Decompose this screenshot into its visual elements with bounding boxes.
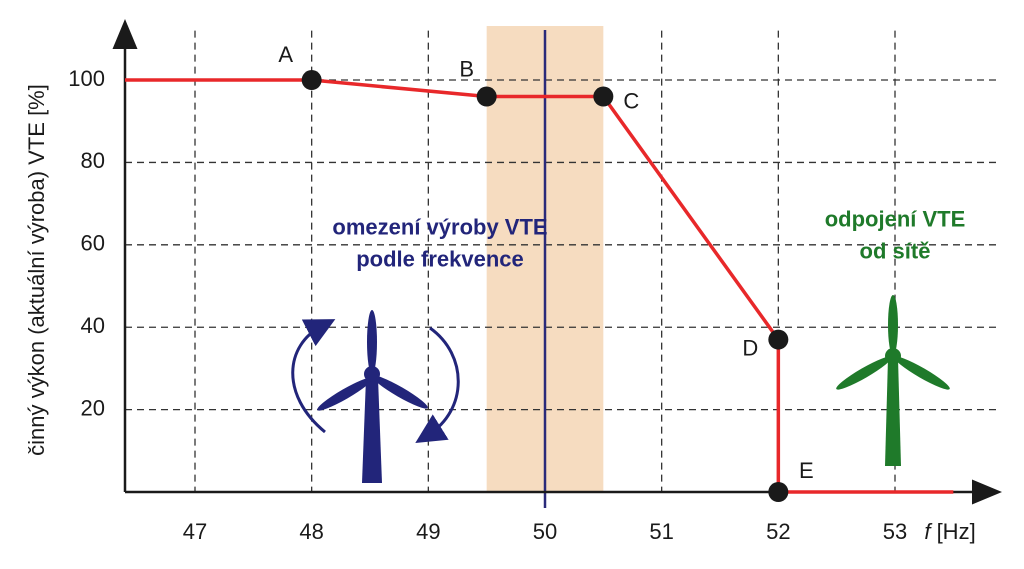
point-label: D — [742, 335, 758, 360]
x-tick-label: 52 — [766, 519, 790, 544]
point-label: E — [799, 458, 814, 483]
annotation: od sítě — [860, 238, 931, 263]
x-axis-unit: [Hz] — [937, 519, 976, 544]
annotation: odpojení VTE — [825, 206, 966, 231]
x-tick-label: 47 — [183, 519, 207, 544]
point-label: A — [278, 42, 293, 67]
x-axis-variable: f — [924, 519, 933, 544]
point — [476, 86, 497, 107]
x-tick-label: 48 — [299, 519, 323, 544]
turbine-icons — [291, 295, 950, 483]
blue-turbine — [291, 310, 460, 483]
y-tick-label: 60 — [81, 231, 105, 256]
point — [768, 482, 789, 502]
point — [768, 329, 789, 350]
point-label: B — [459, 56, 474, 81]
x-tick-label: 50 — [533, 519, 557, 544]
y-tick-label: 20 — [81, 395, 105, 420]
annotation: podle frekvence — [356, 247, 524, 272]
point-label: C — [623, 88, 639, 113]
y-axis-label: činný výkon (aktuální výroba) VTE [%] — [24, 84, 49, 456]
green-turbine — [836, 295, 950, 466]
point — [593, 86, 614, 107]
y-tick-label: 80 — [81, 148, 105, 173]
x-tick-label: 49 — [416, 519, 440, 544]
point — [301, 70, 322, 91]
x-axis-label: f [Hz] — [924, 519, 975, 544]
y-tick-label: 40 — [81, 313, 105, 338]
y-tick-label: 100 — [68, 66, 105, 91]
x-tick-label: 53 — [883, 519, 907, 544]
x-tick-label: 51 — [649, 519, 673, 544]
annotation: omezení výroby VTE — [332, 215, 547, 240]
